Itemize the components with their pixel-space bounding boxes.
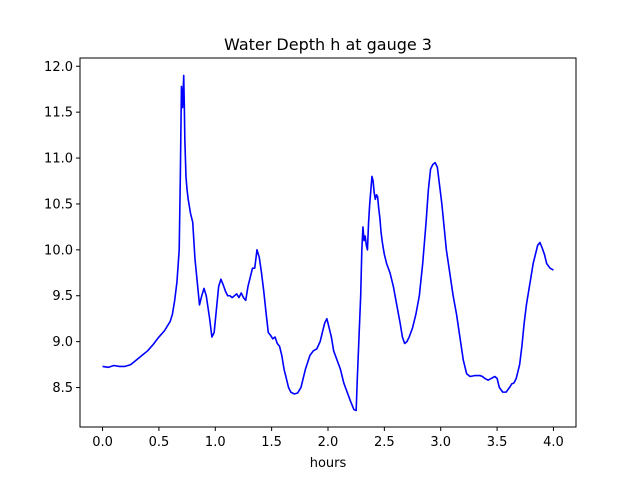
x-tick-label: 4.0 (543, 435, 564, 450)
x-tick-label: 2.5 (374, 435, 395, 450)
y-axis: 8.5 9.0 9.5 10.0 10.5 11.0 11.5 12.0 (44, 60, 80, 396)
x-tick-label: 2.0 (318, 435, 339, 450)
y-tick-label: 10.5 (44, 197, 73, 212)
x-tick-label: 1.0 (205, 435, 226, 450)
axes-frame (79, 57, 577, 428)
y-tick-label: 11.5 (44, 106, 73, 121)
y-tick-label: 10.0 (44, 243, 73, 258)
x-tick-label: 3.0 (430, 435, 451, 450)
y-tick-label: 12.0 (44, 60, 73, 75)
y-tick-label: 9.0 (52, 335, 73, 350)
y-tick-label: 8.5 (52, 381, 73, 396)
x-tick-label: 0.0 (92, 435, 113, 450)
y-tick-label: 11.0 (44, 152, 73, 167)
x-tick-label: 1.5 (261, 435, 282, 450)
x-tick-label: 0.5 (149, 435, 170, 450)
chart-title: Water Depth h at gauge 3 (224, 35, 432, 54)
y-tick-label: 9.5 (52, 289, 73, 304)
x-axis-label: hours (310, 456, 347, 471)
series-line-0 (102, 74, 554, 412)
x-axis: 0.0 0.5 1.0 1.5 2.0 2.5 3.0 3.5 4.0 (92, 427, 564, 450)
x-tick-label: 3.5 (487, 435, 508, 450)
plot-area (102, 74, 554, 412)
